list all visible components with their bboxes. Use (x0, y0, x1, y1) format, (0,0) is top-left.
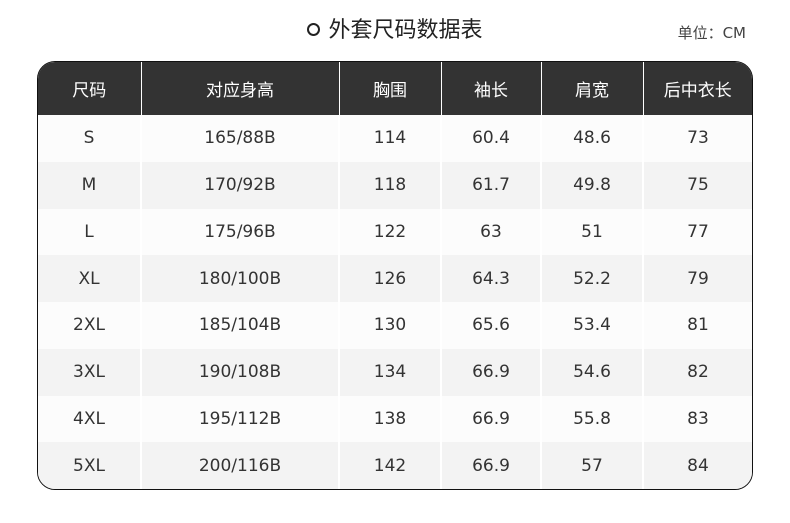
size-table: 尺码 对应身高 胸围 袖长 肩宽 后中衣长 S 165/88B 114 60.4 48.6 73 M 1… (37, 61, 753, 490)
table-row: S 165/88B 114 60.4 48.6 73 (38, 115, 752, 162)
table-cell: 66.9 (440, 348, 541, 396)
table-cell: 65.6 (440, 302, 541, 349)
column-header: 后中衣长 (642, 62, 752, 115)
circle-icon (307, 22, 321, 36)
column-header: 肩宽 (540, 62, 643, 115)
table-cell: 63 (440, 208, 541, 256)
table-cell: 195/112B (140, 395, 339, 443)
table-cell: 185/104B (140, 302, 339, 349)
table-cell: 4XL (38, 395, 141, 443)
column-header: 胸围 (338, 62, 441, 115)
table-cell: 134 (338, 348, 441, 396)
table-cell: 77 (642, 208, 752, 256)
table-cell: 5XL (38, 442, 141, 489)
table-cell: 79 (642, 255, 752, 302)
table-cell: 49.8 (540, 161, 643, 209)
table-cell: 122 (338, 208, 441, 256)
table-cell: 82 (642, 348, 752, 396)
column-header: 对应身高 (140, 62, 339, 115)
table-row: M 170/92B 118 61.7 49.8 75 (38, 161, 752, 209)
column-header: 尺码 (38, 62, 141, 115)
table-cell: 142 (338, 442, 441, 489)
table-cell: 53.4 (540, 302, 643, 349)
table-cell: M (38, 161, 141, 209)
table-row: L 175/96B 122 63 51 77 (38, 208, 752, 256)
table-cell: S (38, 115, 141, 162)
unit-label: 单位：CM (677, 24, 746, 42)
table-cell: 126 (338, 255, 441, 302)
table-cell: 2XL (38, 302, 141, 349)
table-cell: 55.8 (540, 395, 643, 443)
table-cell: 81 (642, 302, 752, 349)
table-cell: 75 (642, 161, 752, 209)
page-title: 外套尺码数据表 (0, 12, 790, 44)
table-cell: 170/92B (140, 161, 339, 209)
table-cell: 73 (642, 115, 752, 162)
table-cell: 180/100B (140, 255, 339, 302)
table-cell: 130 (338, 302, 441, 349)
table-cell: 83 (642, 395, 752, 443)
table-cell: 114 (338, 115, 441, 162)
table-cell: L (38, 208, 141, 256)
table-row: XL 180/100B 126 64.3 52.2 79 (38, 255, 752, 302)
table-cell: 64.3 (440, 255, 541, 302)
table-cell: 175/96B (140, 208, 339, 256)
table-cell: 138 (338, 395, 441, 443)
table-cell: 54.6 (540, 348, 643, 396)
table-cell: 51 (540, 208, 643, 256)
table-cell: 52.2 (540, 255, 643, 302)
title-text: 外套尺码数据表 (328, 18, 483, 43)
table-row: 4XL 195/112B 138 66.9 55.8 83 (38, 395, 752, 443)
table-cell: 61.7 (440, 161, 541, 209)
table-cell: 66.9 (440, 395, 541, 443)
table-cell: 3XL (38, 348, 141, 396)
table-row: 3XL 190/108B 134 66.9 54.6 82 (38, 348, 752, 396)
table-row: 5XL 200/116B 142 66.9 57 84 (38, 442, 752, 489)
table-cell: 66.9 (440, 442, 541, 489)
table-cell: 165/88B (140, 115, 339, 162)
column-header: 袖长 (440, 62, 541, 115)
table-cell: 84 (642, 442, 752, 489)
header-row: 尺码 对应身高 胸围 袖长 肩宽 后中衣长 (38, 62, 752, 115)
table-cell: 200/116B (140, 442, 339, 489)
table-cell: 57 (540, 442, 643, 489)
table-cell: 118 (338, 161, 441, 209)
table-cell: 60.4 (440, 115, 541, 162)
table-cell: 48.6 (540, 115, 643, 162)
table-cell: 190/108B (140, 348, 339, 396)
table-cell: XL (38, 255, 141, 302)
table-row: 2XL 185/104B 130 65.6 53.4 81 (38, 302, 752, 349)
